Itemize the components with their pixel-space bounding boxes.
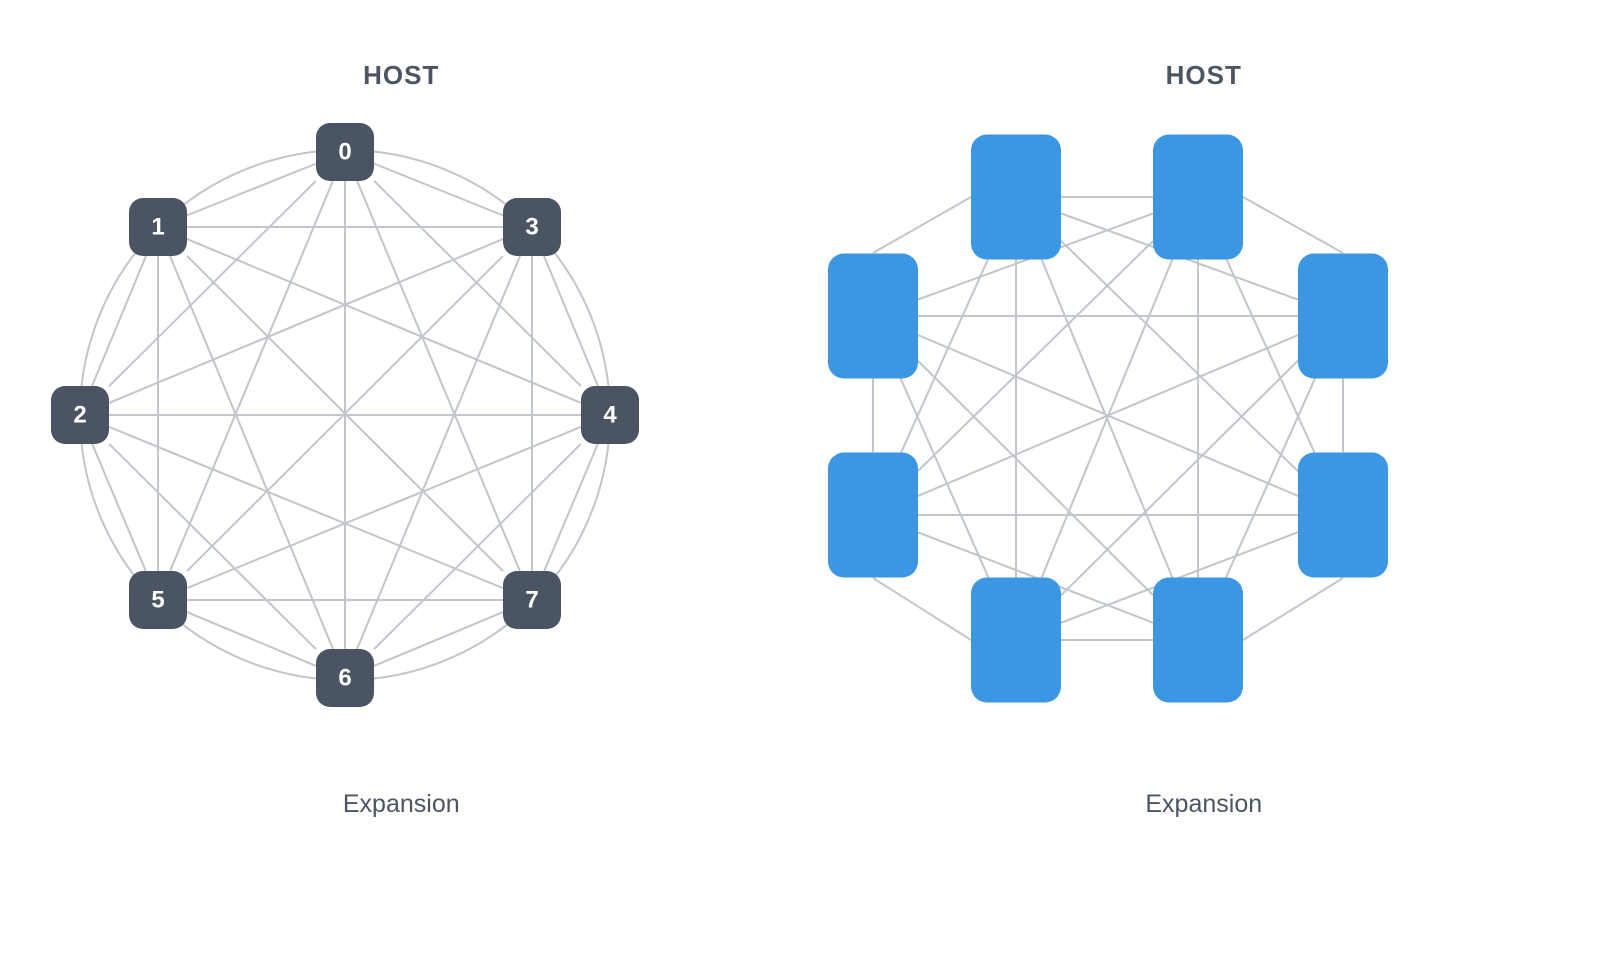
node-label-0: 0 (338, 139, 351, 166)
node-label-4: 4 (603, 402, 617, 429)
node-label-5: 5 (151, 587, 164, 614)
left-network-svg: 0 3 4 7 6 5 2 1 (0, 0, 800, 976)
right-panel: HOST Expansion (803, 0, 1605, 976)
left-caption: Expansion (343, 790, 460, 819)
node-e (1153, 578, 1243, 703)
node-a (971, 135, 1061, 260)
node-g (828, 453, 918, 578)
node-7: 7 (503, 571, 561, 629)
node-1: 1 (129, 198, 187, 256)
node-3: 3 (503, 198, 561, 256)
node-d (1298, 453, 1388, 578)
node-label-6: 6 (338, 665, 351, 692)
node-c (1298, 254, 1388, 379)
node-2: 2 (51, 386, 109, 444)
node-b (1153, 135, 1243, 260)
diagram-container: HOST 03476521 Expansion HOST Expansion (0, 0, 1605, 976)
node-4: 4 (581, 386, 639, 444)
node-5: 5 (129, 571, 187, 629)
right-caption: Expansion (1145, 790, 1262, 819)
left-panel: HOST 03476521 Expansion (0, 0, 803, 976)
node-h (828, 254, 918, 379)
node-f (971, 578, 1061, 703)
node-0: 0 (316, 123, 374, 181)
node-label-3: 3 (525, 214, 538, 241)
node-label-7: 7 (525, 587, 538, 614)
node-label-1: 1 (151, 214, 164, 241)
node-label-2: 2 (73, 402, 86, 429)
right-network-svg (803, 0, 1603, 976)
node-6: 6 (316, 649, 374, 707)
